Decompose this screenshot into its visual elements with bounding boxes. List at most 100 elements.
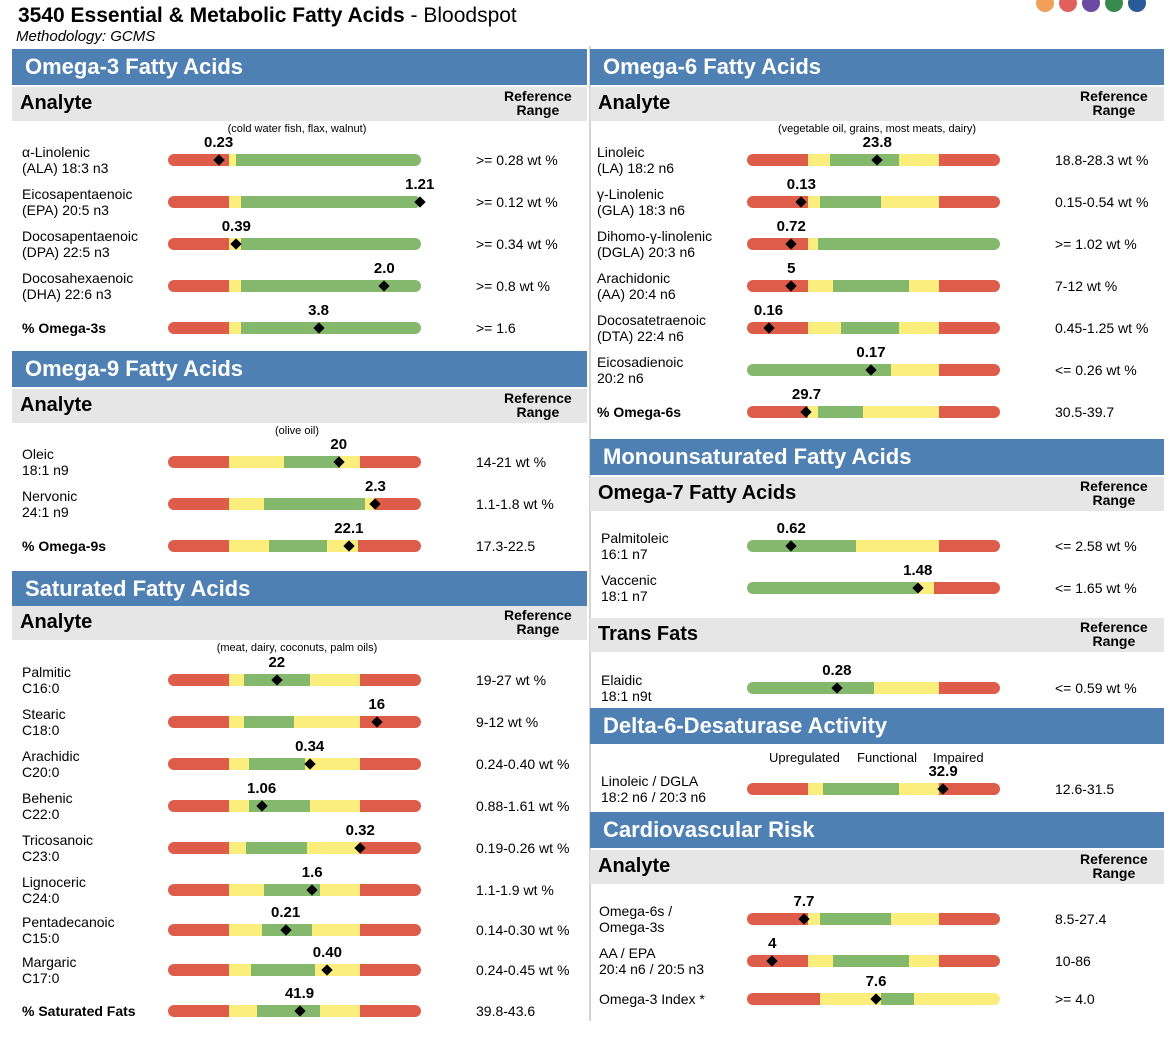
range-bar <box>168 540 421 552</box>
analyte-name-line-1: Lignoceric <box>22 874 86 890</box>
analyte-name-line-2: (ALA) 18:3 n3 <box>22 160 109 176</box>
analyte-name-line-1: AA / EPA <box>599 945 656 961</box>
range-segment <box>747 582 917 594</box>
reference-range-heading-line-2: Range <box>1092 865 1136 881</box>
range-segment <box>360 456 421 468</box>
analyte-name-line-1: γ-Linolenic <box>597 186 664 202</box>
analyte-name-line-1: Linoleic <box>597 144 645 160</box>
range-segment <box>747 322 808 334</box>
analyte-name-line-2: (DHA) 22:6 n3 <box>22 286 112 302</box>
analyte-name: Docosatetraenoic (DTA) 22:4 n6 <box>597 312 706 344</box>
range-bar <box>747 364 1000 376</box>
analyte-name: Tricosanoic C23:0 <box>22 832 93 864</box>
food-sources-omega6: (vegetable oil, grains, most meats, dair… <box>777 123 977 135</box>
analyte-name: Pentadecanoic C15:0 <box>22 914 115 946</box>
range-segment <box>228 154 237 166</box>
analyte-name: Arachidic C20:0 <box>22 748 80 780</box>
range-segment <box>820 913 892 925</box>
analyte-name-line-1: Palmitic <box>22 664 72 680</box>
range-segment <box>312 924 361 936</box>
range-bar <box>168 758 421 770</box>
analyte-name-line-2: (DGLA) 20:3 n6 <box>597 244 696 260</box>
analyte-heading: Analyte <box>598 855 671 877</box>
range-segment <box>243 716 295 728</box>
reference-range-heading: Reference Range <box>1080 89 1148 117</box>
reference-range: <= 1.65 wt % <box>1055 580 1137 596</box>
reference-range: 0.45-1.25 wt % <box>1055 320 1149 336</box>
range-bar <box>747 406 1000 418</box>
color-dot-5 <box>1128 0 1146 12</box>
result-value: 1.06 <box>247 780 277 797</box>
range-segment <box>168 280 229 292</box>
range-segment <box>168 154 229 166</box>
analyte-name-line-2: C24:0 <box>22 890 60 906</box>
range-segment <box>939 783 1000 795</box>
reference-range: 12.6-31.5 <box>1055 781 1115 797</box>
result-value: 0.34 <box>295 738 325 755</box>
range-segment <box>939 322 1000 334</box>
range-segment <box>939 280 1000 292</box>
reference-range: 7-12 wt % <box>1055 278 1118 294</box>
analyte-name-line-1: Margaric <box>22 954 77 970</box>
analyte-name: Lignoceric C24:0 <box>22 874 86 906</box>
analyte-name-line-2: 20:2 n6 <box>597 370 644 386</box>
subheader-cardio: Analyte Reference Range <box>590 850 1164 884</box>
reference-range-heading-line-2: Range <box>1092 633 1136 649</box>
analyte-name-line-2: 24:1 n9 <box>22 504 69 520</box>
range-segment <box>891 364 940 376</box>
reference-range-heading-line-1: Reference <box>1080 88 1148 104</box>
analyte-name-line-1: Tricosanoic <box>22 832 94 848</box>
range-segment <box>747 154 808 166</box>
analyte-name-line-1: Omega-6s / <box>599 903 673 919</box>
range-bar <box>747 322 1000 334</box>
range-segment <box>248 758 305 770</box>
reference-range: 17.3-22.5 <box>476 538 536 554</box>
range-segment <box>168 884 229 896</box>
analyte-name-line-2: C16:0 <box>22 680 60 696</box>
range-bar <box>168 674 421 686</box>
color-dots <box>1036 0 1146 12</box>
report-title: 3540 Essential & Metabolic Fatty Acids -… <box>18 4 517 27</box>
range-segment <box>269 540 328 552</box>
subheader-omega9: Analyte Reference Range <box>12 389 587 423</box>
range-segment <box>264 498 366 510</box>
range-segment <box>319 884 361 896</box>
analyte-name-line-1: % Omega-9s <box>22 538 107 554</box>
range-bar <box>747 582 1000 594</box>
range-segment <box>873 682 940 694</box>
range-segment <box>168 540 229 552</box>
subheader-omega3: Analyte Reference Range <box>12 87 587 121</box>
range-segment <box>863 406 940 418</box>
result-value: 7.7 <box>793 893 815 910</box>
reference-range: <= 2.58 wt % <box>1055 538 1137 554</box>
analyte-name: γ-Linolenic (GLA) 18:3 n6 <box>597 186 685 218</box>
range-segment <box>228 800 249 812</box>
analyte-heading: Trans Fats <box>598 623 699 645</box>
column-divider <box>589 46 591 1021</box>
range-segment <box>168 674 229 686</box>
analyte-name: Linoleic / DGLA 18:2 n6 / 20:3 n6 <box>601 773 706 805</box>
analyte-name: Docosapentaenoic (DPA) 22:5 n3 <box>22 228 138 260</box>
section-header-omega3: Omega-3 Fatty Acids <box>12 49 587 85</box>
reference-range: >= 0.8 wt % <box>476 278 550 294</box>
range-bar <box>747 682 1000 694</box>
range-segment <box>939 196 1000 208</box>
analyte-heading: Analyte <box>598 92 671 114</box>
food-sources-omega9: (olive oil) <box>274 425 319 437</box>
range-segment <box>241 238 421 250</box>
analyte-name: Linoleic (LA) 18:2 n6 <box>597 144 674 176</box>
reference-range-heading-line-1: Reference <box>1080 478 1148 494</box>
reference-range-heading: Reference Range <box>1080 479 1148 507</box>
analyte-name: Stearic C18:0 <box>22 706 66 738</box>
analyte-heading: Analyte <box>20 611 93 633</box>
range-segment <box>747 280 808 292</box>
range-segment <box>939 913 1000 925</box>
food-sources-omega3: (cold water fish, flax, walnut) <box>227 123 367 135</box>
analyte-name-line-1: Stearic <box>22 706 66 722</box>
range-segment <box>898 783 940 795</box>
result-value: 0.62 <box>776 520 806 537</box>
range-segment <box>319 1005 361 1017</box>
subheader-mufa: Omega-7 Fatty Acids Reference Range <box>590 477 1164 511</box>
section-header-d6d: Delta-6-Desaturase Activity <box>590 708 1164 744</box>
range-segment <box>360 674 421 686</box>
